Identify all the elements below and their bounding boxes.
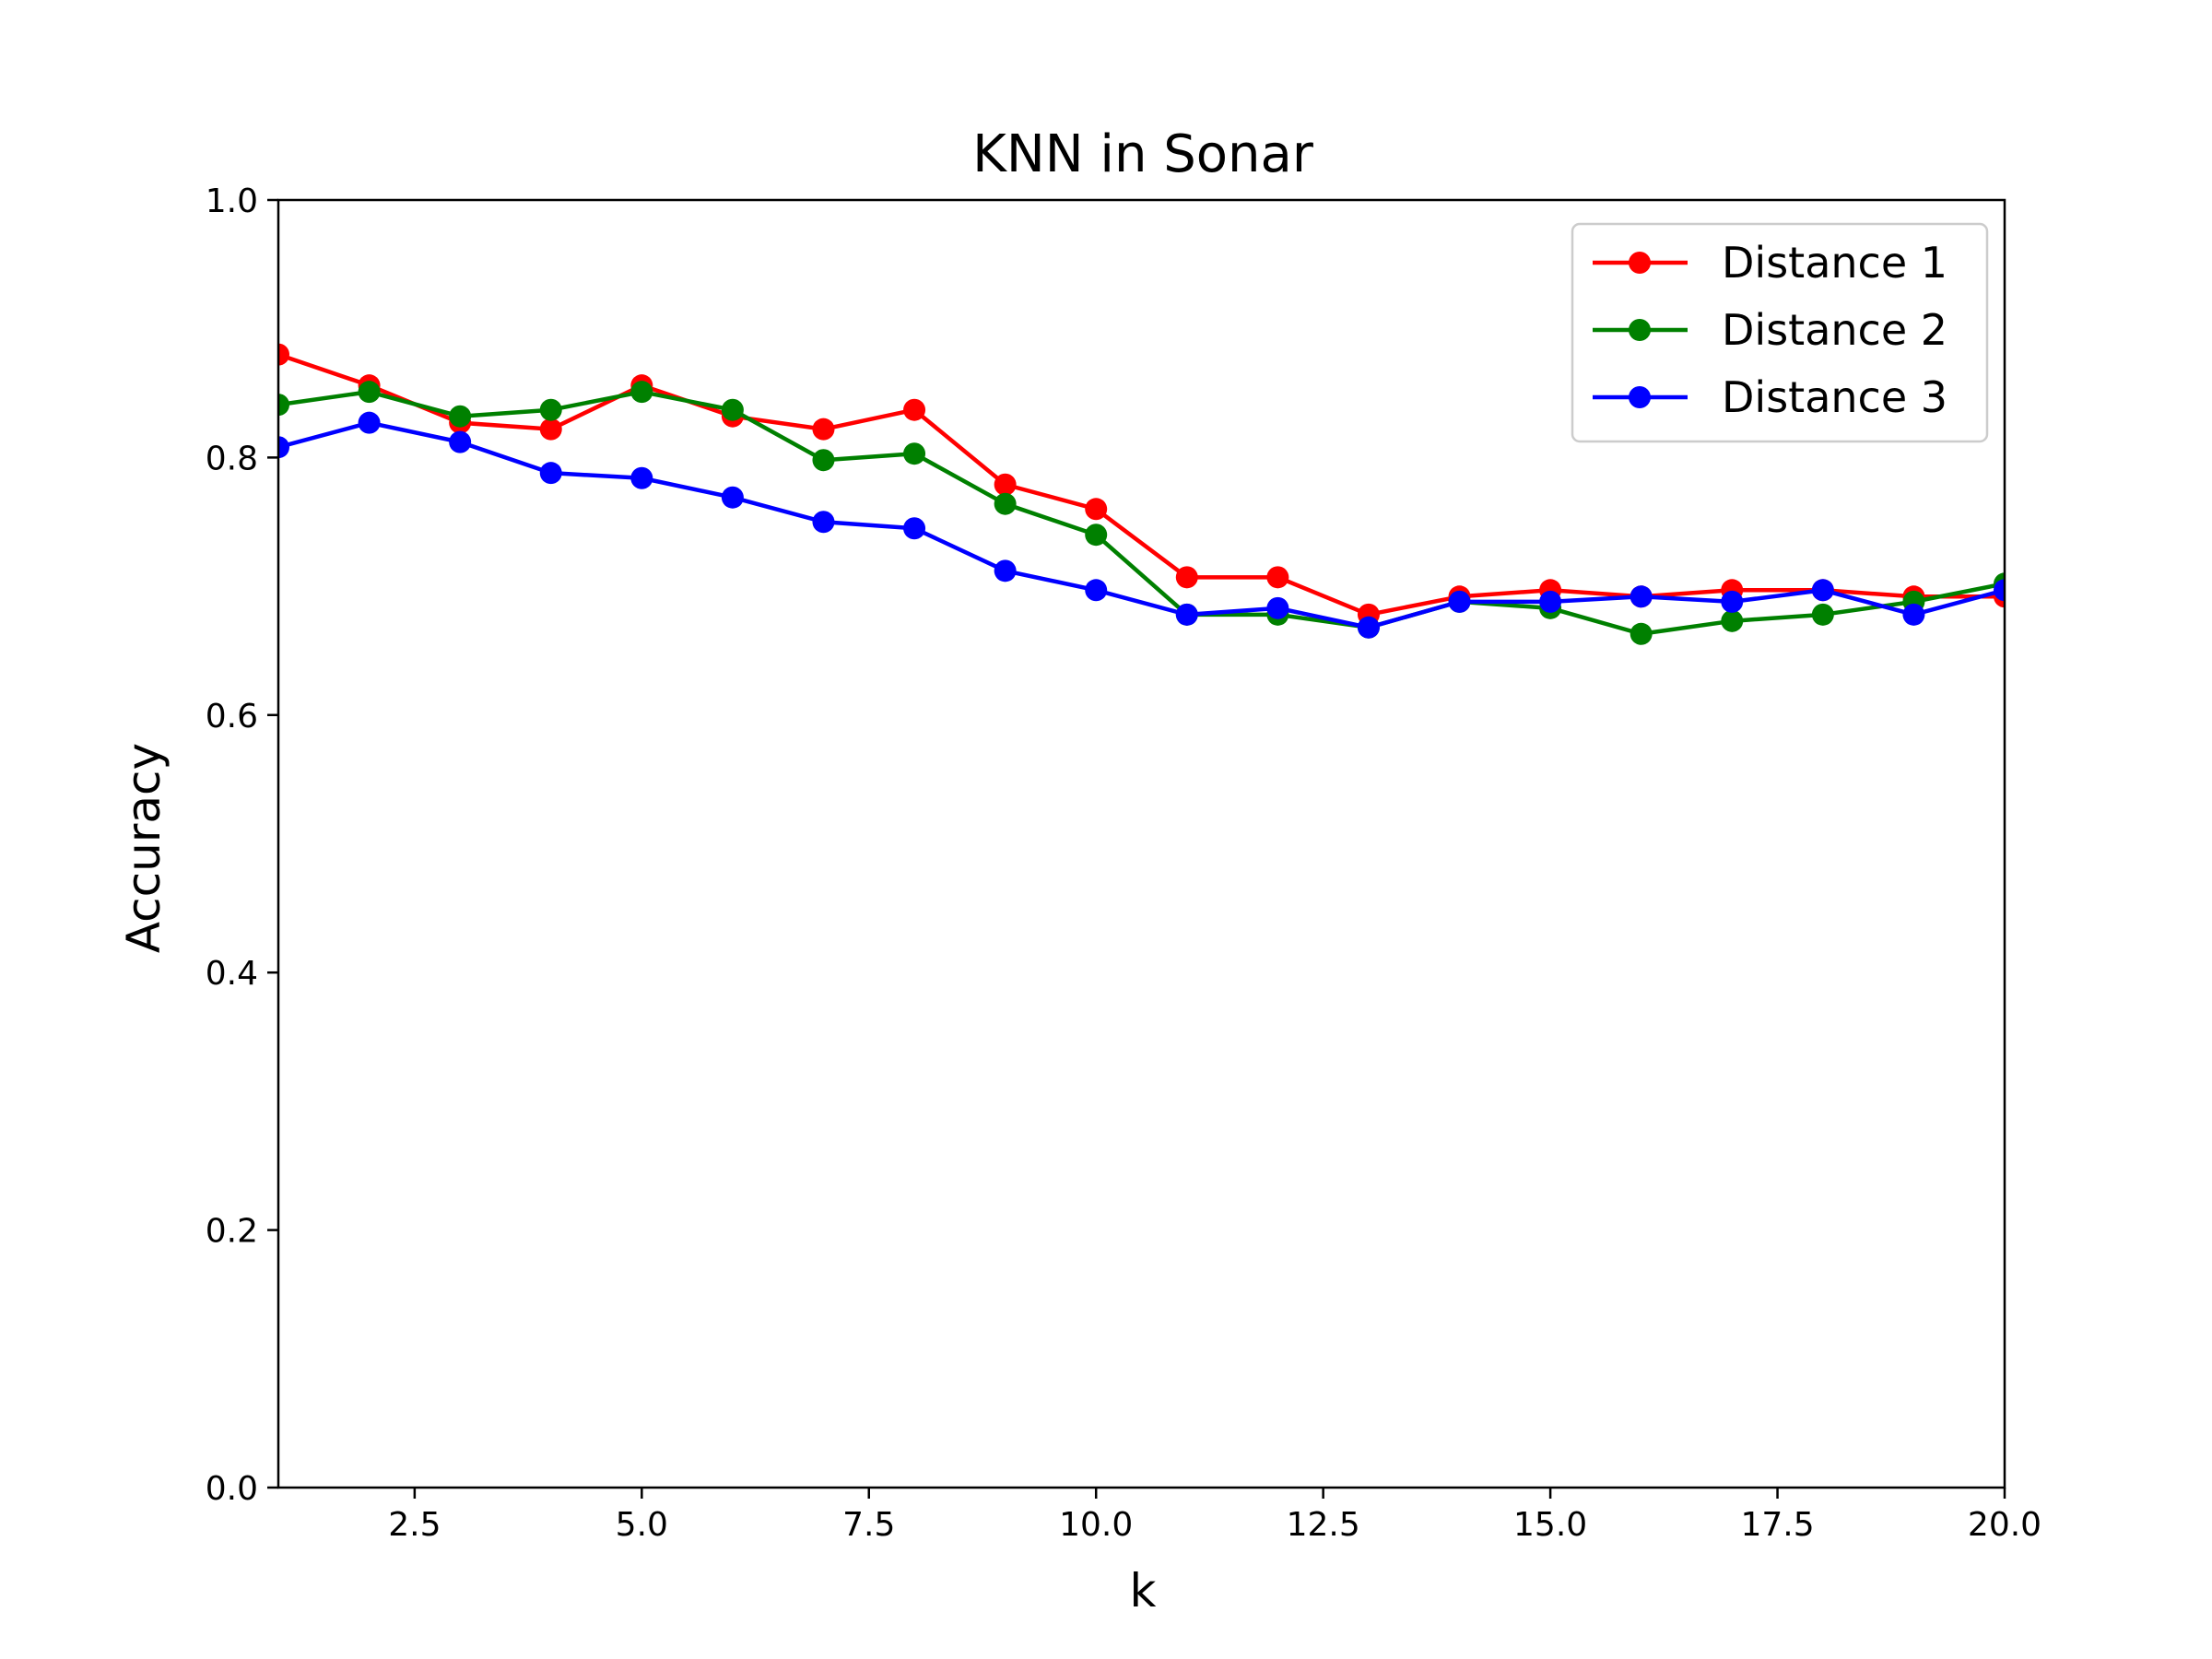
data-point xyxy=(994,473,1017,496)
data-point xyxy=(1902,603,1925,626)
y-tick-label: 1.0 xyxy=(206,182,258,220)
x-tick-label: 7.5 xyxy=(842,1506,895,1544)
data-point xyxy=(721,486,744,509)
y-tick-label: 0.2 xyxy=(206,1213,258,1251)
data-point xyxy=(812,449,835,472)
series-line xyxy=(278,420,2005,630)
series-line xyxy=(278,389,2005,637)
data-point xyxy=(1721,590,1744,613)
data-point xyxy=(1630,622,1653,645)
data-point xyxy=(539,398,562,421)
legend-item: Distance 1 xyxy=(1593,238,1947,288)
plot-area xyxy=(278,343,2005,645)
data-point xyxy=(1085,498,1108,521)
data-point xyxy=(1630,585,1653,608)
legend-item: Distance 3 xyxy=(1593,372,1947,422)
x-tick-label: 2.5 xyxy=(388,1506,441,1544)
legend-marker xyxy=(1629,252,1651,274)
chart-title: KNN in Sonar xyxy=(972,124,1314,184)
series-1 xyxy=(278,343,2005,626)
data-point xyxy=(1811,603,1834,626)
data-point xyxy=(994,492,1017,515)
data-point xyxy=(358,381,381,404)
legend-label: Distance 1 xyxy=(1722,238,1947,288)
x-axis-label: k xyxy=(1130,1564,1157,1618)
series-line xyxy=(278,352,2005,618)
y-tick-label: 0.0 xyxy=(206,1470,258,1508)
data-point xyxy=(358,411,381,434)
data-point xyxy=(278,436,289,459)
data-point xyxy=(903,442,926,465)
y-tick-label: 0.8 xyxy=(206,440,258,477)
data-point xyxy=(449,405,472,428)
data-point xyxy=(449,430,472,453)
legend: Distance 1 Distance 2 Distance 3 xyxy=(1571,222,1989,443)
legend-marker xyxy=(1629,319,1651,341)
data-point xyxy=(1085,524,1108,547)
data-point xyxy=(1357,616,1380,639)
data-point xyxy=(721,398,744,421)
data-point xyxy=(812,418,835,441)
data-point xyxy=(1266,566,1289,589)
x-tick-label: 10.0 xyxy=(1059,1506,1133,1544)
data-point xyxy=(1085,579,1108,602)
legend-frame xyxy=(1571,222,1989,443)
x-tick-label: 15.0 xyxy=(1513,1506,1587,1544)
data-point xyxy=(278,343,289,366)
data-point xyxy=(278,394,289,417)
plot-frame xyxy=(276,198,2006,1489)
legend-label: Distance 3 xyxy=(1722,372,1947,422)
data-point xyxy=(1994,579,2005,602)
data-point xyxy=(1539,590,1562,613)
y-axis-ticks: 0.0 0.2 0.4 0.6 0.8 1.0 xyxy=(206,182,278,1508)
data-point xyxy=(903,398,926,421)
legend-label: Distance 2 xyxy=(1722,305,1947,355)
data-point xyxy=(812,511,835,534)
x-axis-ticks: 2.5 5.0 7.5 10.0 12.5 15.0 17.5 20.0 xyxy=(388,1488,2041,1544)
data-point xyxy=(1448,590,1471,613)
series-3 xyxy=(278,411,2005,639)
data-point xyxy=(1175,603,1198,626)
y-tick-label: 0.4 xyxy=(206,955,258,993)
data-point xyxy=(1811,579,1834,602)
y-tick-label: 0.6 xyxy=(206,698,258,735)
x-tick-label: 12.5 xyxy=(1287,1506,1360,1544)
y-axis-label: Accuracy xyxy=(117,743,171,953)
data-point xyxy=(1266,596,1289,619)
data-point xyxy=(630,381,653,404)
data-point xyxy=(539,418,562,441)
x-tick-label: 20.0 xyxy=(1968,1506,2041,1544)
data-point xyxy=(1721,609,1744,632)
data-point xyxy=(630,466,653,489)
x-tick-label: 5.0 xyxy=(616,1506,668,1544)
data-point xyxy=(539,462,562,485)
series-2 xyxy=(278,381,2005,645)
x-tick-label: 17.5 xyxy=(1740,1506,1814,1544)
data-point xyxy=(994,559,1017,582)
data-point xyxy=(1175,566,1198,589)
legend-item: Distance 2 xyxy=(1593,305,1947,355)
data-point xyxy=(903,517,926,540)
legend-marker xyxy=(1629,386,1651,408)
